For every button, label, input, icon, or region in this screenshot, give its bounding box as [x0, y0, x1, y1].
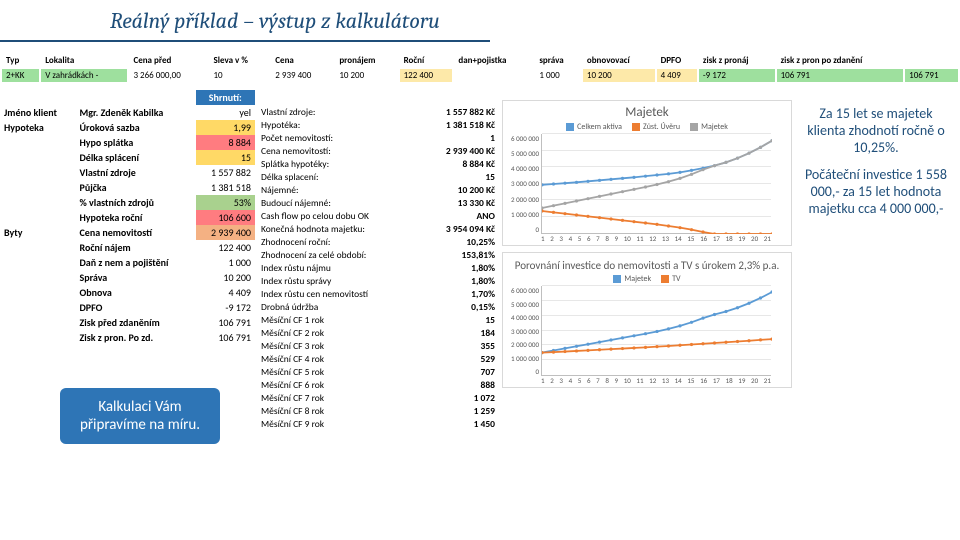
page-title: Reálný příklad – výstup z kalkulátoru [0, 0, 490, 42]
left-panel: Shrnutí: Jméno klientMgr. Zdeněk Kabilka… [0, 90, 255, 345]
charts-panel: Majetek Celkem aktivaZůst. ÚvěruMajetek … [502, 100, 792, 394]
mid-panel: Vlastní zdroje:1 557 882 KčHypotéka:1 38… [258, 106, 498, 431]
chart-porovani: Porovnání investice do nemovitosti a TV … [502, 252, 792, 388]
shrnuti-header: Shrnutí: [196, 90, 255, 105]
summary-header-table: TypLokalitaCena předSleva v %Cenapronáje… [0, 52, 960, 84]
chart-majetek: Majetek Celkem aktivaZůst. ÚvěruMajetek … [502, 100, 792, 246]
right-commentary: Za 15 let se majetek klienta zhodnotí ro… [802, 105, 950, 227]
callout-box: Kalkulaci Vám připravíme na míru. [60, 388, 220, 444]
